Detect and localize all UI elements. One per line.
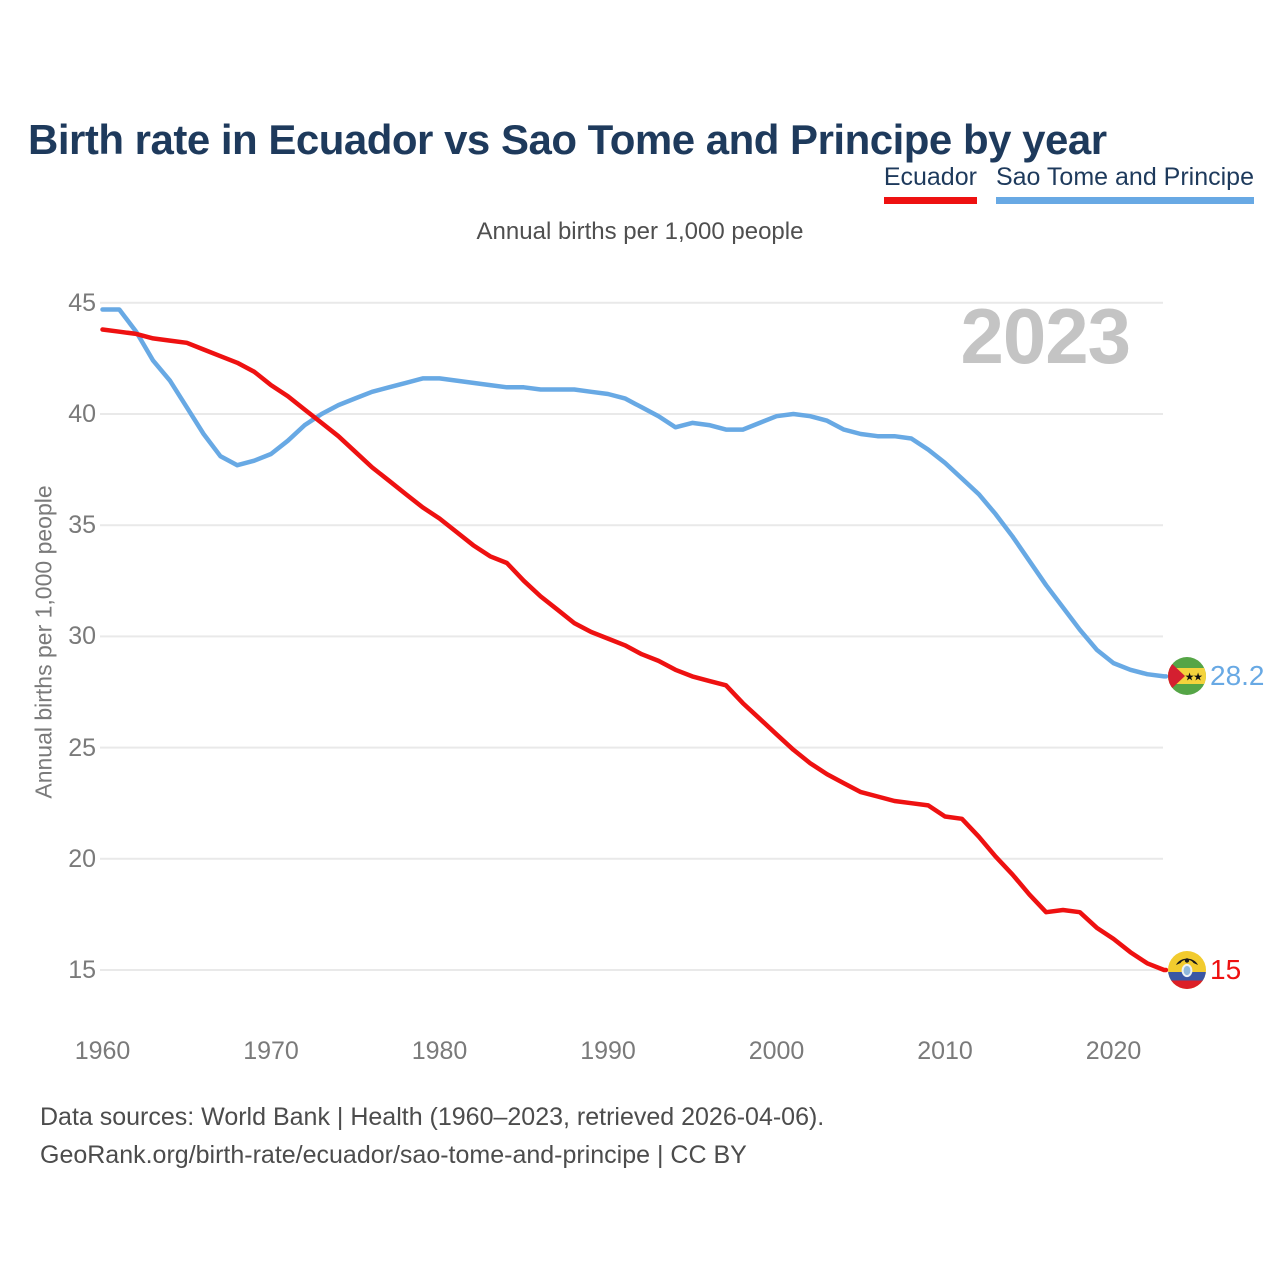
footer-data-sources: Data sources: World Bank | Health (1960–… — [40, 1103, 825, 1131]
x-tick-label: 1990 — [580, 1037, 636, 1065]
page-title: Birth rate in Ecuador vs Sao Tome and Pr… — [28, 116, 1107, 164]
sao-tome-flag-icon: ★ ★ — [1168, 657, 1206, 696]
x-tick-label: 2000 — [748, 1037, 805, 1065]
end-label-ecuador: 15 — [1210, 954, 1242, 985]
y-tick-label: 15 — [68, 956, 96, 984]
legend-item-ecuador[interactable]: Ecuador — [883, 163, 977, 204]
x-tick-label: 2010 — [917, 1037, 973, 1065]
series-line-sao-tome-and-principe[interactable] — [100, 307, 1169, 679]
legend-item-sao-tome-and-principe[interactable]: Sao Tome and Principe — [995, 163, 1254, 204]
y-tick-label: 35 — [68, 511, 96, 540]
legend: Ecuador Sao Tome and Principe — [883, 163, 1254, 204]
end-label-sao-tome: 28.2 — [1210, 660, 1265, 692]
svg-text:★: ★ — [1185, 672, 1195, 684]
y-tick-label: 40 — [68, 400, 96, 428]
series-line-ecuador[interactable] — [100, 327, 1169, 973]
x-tick-label: 2020 — [1085, 1037, 1142, 1065]
x-tick-label: 1980 — [411, 1037, 468, 1065]
y-tick-label: 30 — [68, 622, 96, 651]
x-tick-label: 1960 — [74, 1037, 131, 1065]
year-watermark: 2023 — [960, 292, 1131, 380]
svg-text:★: ★ — [1193, 672, 1203, 684]
y-tick-label: 25 — [68, 733, 96, 762]
y-tick-label: 20 — [68, 844, 96, 873]
ecuador-flag-icon — [1168, 951, 1206, 989]
y-tick-label: 45 — [68, 288, 96, 317]
x-tick-label: 1970 — [243, 1037, 299, 1065]
chart-subtitle: Annual births per 1,000 people — [476, 218, 804, 245]
footer: Data sources: World Bank | Health (1960–… — [40, 1098, 824, 1174]
footer-attribution-link: GeoRank.org/birth-rate/ecuador/sao-tome-… — [40, 1141, 747, 1169]
